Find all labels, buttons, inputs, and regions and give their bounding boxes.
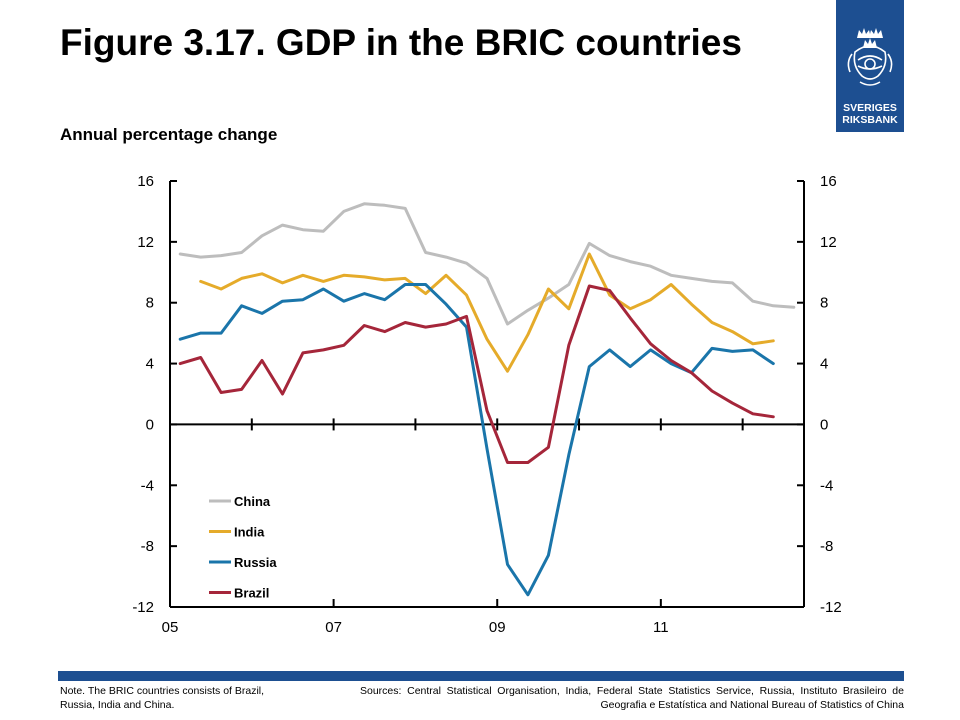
y-tick-label-left: 16	[137, 173, 154, 190]
logo-line2: RIKSBANK	[842, 114, 898, 126]
series-line-brazil	[178, 284, 775, 464]
x-tick-label: 09	[489, 619, 506, 636]
x-tick-label: 11	[653, 619, 669, 636]
y-tick-label-left: 0	[146, 416, 154, 433]
y-tick-label-left: -8	[141, 538, 154, 555]
footer-divider	[58, 671, 904, 681]
y-tick-label-right: -8	[820, 538, 833, 555]
y-tick-label-left: 12	[137, 234, 154, 251]
x-tick-label: 07	[325, 619, 342, 636]
y-tick-label-right: -4	[820, 477, 833, 494]
riksbank-logo: SVERIGES RIKSBANK	[836, 0, 904, 132]
page-subtitle: Annual percentage change	[60, 125, 278, 144]
legend-label-brazil: Brazil	[234, 586, 269, 601]
series-line-india	[199, 252, 775, 373]
y-tick-label-left: -12	[132, 599, 154, 616]
y-tick-label-left: 4	[146, 356, 154, 373]
logo-line1: SVERIGES	[843, 102, 897, 114]
legend-label-india: India	[234, 525, 265, 540]
footer-sources: Sources: Central Statistical Organisatio…	[360, 685, 904, 711]
y-tick-label-right: 12	[820, 234, 837, 251]
legend-label-russia: Russia	[234, 555, 277, 570]
x-tick-label: 05	[162, 619, 179, 636]
gdp-line-chart: 16 16 12 12 8 8 4 4 0 0 -4 -4 -8 -8 -12 -12 05 07 09 11 Chin…	[132, 173, 842, 636]
y-tick-label-right: -12	[820, 599, 842, 616]
riksbank-emblem-icon: SVERIGES RIKSBANK	[842, 28, 898, 126]
y-tick-label-right: 16	[820, 173, 837, 190]
series-line-china	[178, 202, 796, 326]
y-tick-label-right: 0	[820, 416, 828, 433]
y-tick-label-right: 8	[820, 295, 828, 312]
y-tick-label-left: -4	[141, 477, 154, 494]
page-title: Figure 3.17. GDP in the BRIC countries	[60, 22, 742, 63]
footer-note: Note. The BRIC countries consists of Bra…	[60, 685, 265, 711]
y-tick-label-left: 8	[146, 295, 154, 312]
legend-label-china: China	[234, 494, 271, 509]
series-line-russia	[178, 283, 775, 597]
y-tick-label-right: 4	[820, 356, 828, 373]
